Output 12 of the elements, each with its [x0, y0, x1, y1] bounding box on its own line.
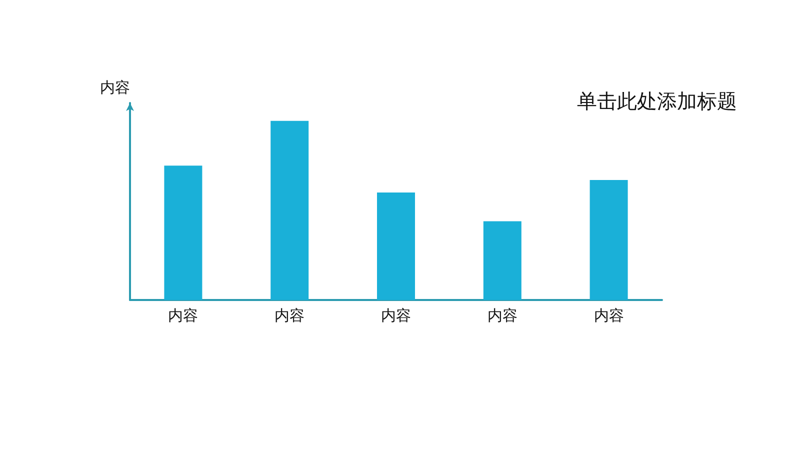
x-tick-label: 内容	[274, 306, 305, 324]
bar	[164, 166, 202, 300]
bar	[377, 192, 415, 300]
x-tick-label: 内容	[168, 306, 198, 324]
y-axis-title: 内容	[100, 78, 130, 96]
bar	[590, 180, 628, 300]
chart-title: 单击此处添加标题	[577, 89, 737, 113]
bar	[483, 221, 522, 300]
x-tick-label: 内容	[381, 306, 411, 324]
x-tick-label: 内容	[487, 306, 518, 324]
x-tick-label: 内容	[594, 306, 624, 324]
bar	[270, 120, 309, 300]
